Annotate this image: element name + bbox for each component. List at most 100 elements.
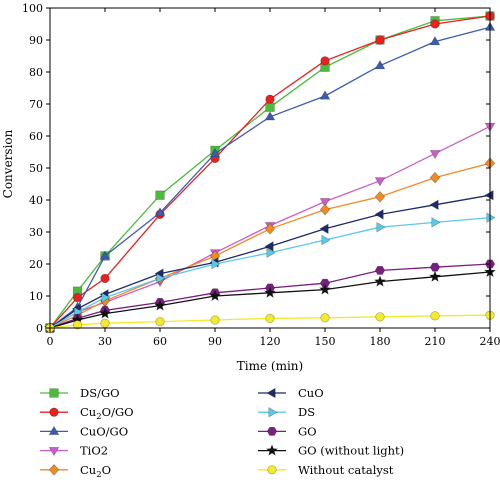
legend-label: Cu2O bbox=[80, 463, 111, 480]
data-point bbox=[72, 320, 83, 330]
legend-label: CuO/GO bbox=[80, 424, 128, 438]
data-point bbox=[318, 283, 332, 295]
series-line bbox=[49, 314, 491, 329]
plot-area bbox=[43, 11, 497, 334]
data-point bbox=[208, 289, 222, 302]
legend-label-main: TiO2 bbox=[80, 444, 108, 458]
legend-label-subscript: 2 bbox=[96, 412, 101, 422]
series-line bbox=[49, 15, 491, 329]
data-point bbox=[265, 102, 275, 112]
legend-item: GO bbox=[258, 424, 317, 438]
legend-marker bbox=[49, 407, 59, 417]
y-tick-label: 0 bbox=[36, 322, 43, 335]
x-tick-label: 120 bbox=[260, 335, 281, 348]
legend-marker bbox=[49, 388, 59, 398]
series-line bbox=[49, 15, 491, 329]
legend-label: DS bbox=[298, 405, 315, 419]
data-point bbox=[264, 222, 276, 235]
data-point bbox=[153, 299, 167, 311]
data-point bbox=[374, 266, 386, 275]
data-point bbox=[429, 36, 441, 46]
data-point bbox=[320, 56, 330, 66]
legend-item: Cu2O/GO bbox=[40, 405, 134, 422]
y-tick-label: 30 bbox=[29, 226, 43, 239]
legend-label-main: GO (without light) bbox=[298, 444, 404, 458]
legend-marker bbox=[265, 444, 279, 456]
data-point bbox=[155, 317, 165, 327]
x-tick-label: 90 bbox=[208, 335, 222, 348]
legend-label: Cu2O/GO bbox=[80, 405, 134, 422]
legend-label: Without catalyst bbox=[298, 463, 394, 477]
data-point bbox=[264, 111, 276, 121]
y-tick-label: 10 bbox=[29, 290, 43, 303]
legend-item: DS/GO bbox=[40, 386, 120, 400]
legend-item: DS bbox=[258, 405, 315, 419]
y-axis-title: Conversion bbox=[1, 129, 15, 198]
legend-label-main: GO bbox=[298, 424, 317, 438]
legend-label-main: CuO bbox=[298, 386, 324, 400]
series-9 bbox=[45, 310, 495, 333]
legend-label-main: Without catalyst bbox=[298, 463, 394, 477]
data-point bbox=[155, 190, 165, 200]
legend-label-subscript: 2 bbox=[96, 470, 101, 480]
data-point bbox=[72, 293, 83, 303]
legend-label-main: Cu bbox=[80, 405, 96, 419]
data-point bbox=[100, 318, 110, 328]
data-point bbox=[210, 315, 220, 325]
data-point bbox=[429, 171, 441, 184]
data-point bbox=[265, 313, 275, 324]
data-point bbox=[375, 312, 385, 322]
legend-item: CuO/GO bbox=[40, 424, 128, 438]
legend-marker bbox=[48, 425, 60, 435]
y-tick-label: 70 bbox=[29, 98, 43, 111]
x-tick-label: 150 bbox=[315, 335, 336, 348]
data-point bbox=[101, 292, 111, 303]
series-1 bbox=[45, 11, 495, 333]
data-point bbox=[263, 286, 277, 299]
y-tick-label: 40 bbox=[29, 194, 43, 207]
legend-item: GO (without light) bbox=[258, 444, 404, 458]
data-point bbox=[431, 217, 441, 228]
legend-label-rest: O/GO bbox=[102, 405, 134, 419]
y-tick-label: 100 bbox=[22, 2, 43, 15]
data-point bbox=[375, 35, 385, 45]
data-point bbox=[374, 60, 386, 70]
series-line bbox=[49, 26, 491, 329]
data-point bbox=[264, 241, 274, 252]
legend-label: GO (without light) bbox=[298, 444, 404, 458]
data-point bbox=[429, 262, 441, 272]
data-point bbox=[319, 278, 331, 288]
data-point bbox=[211, 258, 221, 270]
data-point bbox=[428, 270, 442, 283]
legend-label: CuO bbox=[298, 386, 324, 400]
y-tick-label: 20 bbox=[29, 258, 43, 271]
legend-marker bbox=[48, 463, 60, 476]
legend-label: GO bbox=[298, 424, 317, 438]
y-tick-label: 90 bbox=[29, 34, 43, 47]
data-point bbox=[319, 223, 329, 235]
data-point bbox=[319, 90, 331, 100]
legend-label-main: Cu bbox=[80, 463, 96, 477]
data-point bbox=[319, 198, 331, 208]
data-point bbox=[100, 273, 110, 284]
x-tick-label: 240 bbox=[480, 335, 500, 348]
series-line bbox=[49, 216, 491, 329]
data-point bbox=[429, 150, 441, 160]
data-point bbox=[266, 247, 276, 259]
data-point bbox=[99, 250, 111, 260]
x-tick-label: 0 bbox=[47, 335, 54, 348]
legend-label-main: DS/GO bbox=[80, 386, 120, 400]
legend-marker bbox=[266, 387, 276, 399]
y-tick-label: 50 bbox=[29, 162, 43, 175]
y-tick-label: 80 bbox=[29, 66, 43, 79]
series-line bbox=[49, 271, 491, 329]
series-line bbox=[49, 162, 491, 329]
data-point bbox=[154, 207, 166, 217]
data-point bbox=[429, 199, 439, 211]
data-point bbox=[265, 94, 275, 104]
data-point bbox=[486, 212, 496, 223]
legend-marker bbox=[267, 465, 277, 475]
legend-item: CuO bbox=[258, 386, 324, 400]
